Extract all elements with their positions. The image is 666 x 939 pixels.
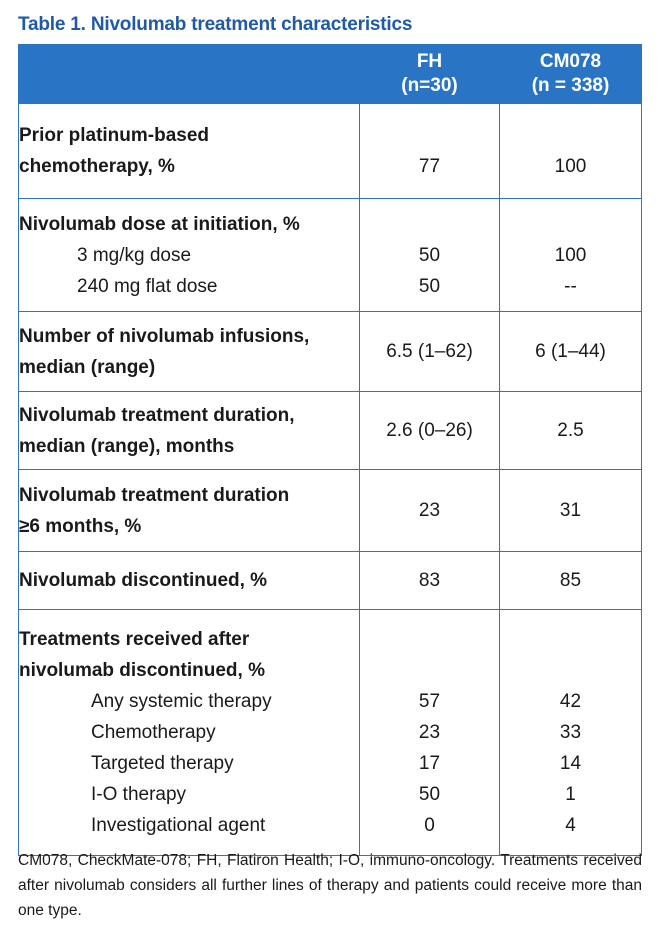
row-label: Nivolumab dose at initiation, % 3 mg/kg … — [18, 198, 360, 312]
row-label: Nivolumab discontinued, % — [18, 551, 360, 610]
table-row: Nivolumab treatment duration ≥6 months, … — [18, 469, 642, 552]
header-blank-cell — [18, 44, 360, 104]
row-value-fh: 57 23 17 50 0 — [359, 609, 500, 856]
row-label: Nivolumab treatment duration ≥6 months, … — [18, 469, 360, 552]
header-cm078: CM078 (n = 338) — [499, 44, 642, 104]
header-fh-name: FH — [416, 51, 443, 72]
header-cm-n: (n = 338) — [531, 75, 610, 96]
header-fh: FH (n=30) — [359, 44, 500, 104]
header-fh-n: (n=30) — [401, 75, 458, 96]
row-label: Treatments received after nivolumab disc… — [18, 609, 360, 856]
table-row: Number of nivolumab infusions, median (r… — [18, 311, 642, 392]
sub-label: Investigational agent — [91, 815, 266, 836]
row-value-cm: 85 — [499, 551, 642, 610]
table-title: Table 1. Nivolumab treatment characteris… — [18, 14, 412, 36]
table-row: Prior platinum-based chemotherapy, % 77 … — [18, 103, 642, 199]
row-label: Number of nivolumab infusions, median (r… — [18, 311, 360, 392]
table-row: Treatments received after nivolumab disc… — [18, 609, 642, 856]
row-value-fh: 77 — [359, 103, 500, 199]
row-value-fh: 2.6 (0–26) — [359, 391, 500, 470]
row-value-fh: 23 — [359, 469, 500, 552]
sub-label: 3 mg/kg dose — [77, 244, 192, 266]
sub-label: I-O therapy — [91, 784, 187, 805]
sub-label: Chemotherapy — [91, 722, 216, 743]
table-footnote: CM078, CheckMate-078; FH, Flatiron Healt… — [18, 852, 642, 919]
row-value-fh: 50 50 — [359, 198, 500, 312]
row-value-cm: 31 — [499, 469, 642, 552]
row-value-cm: 42 33 14 1 4 — [499, 609, 642, 856]
table-row: Nivolumab treatment duration, median (ra… — [18, 391, 642, 470]
table-row: Nivolumab dose at initiation, % 3 mg/kg … — [18, 198, 642, 312]
table-caption: Nivolumab treatment characteristics — [90, 14, 413, 35]
sub-label: Targeted therapy — [91, 753, 234, 774]
row-value-fh: 83 — [359, 551, 500, 610]
header-row: FH (n=30) CM078 (n = 338) — [18, 44, 642, 104]
row-label: Nivolumab treatment duration, median (ra… — [18, 391, 360, 470]
header-cm-name: CM078 — [539, 51, 602, 72]
characteristics-table: FH (n=30) CM078 (n = 338) Prior platinum… — [18, 44, 642, 856]
sub-label: Any systemic therapy — [91, 691, 272, 712]
row-value-cm: 6 (1–44) — [499, 311, 642, 392]
table-number: Table 1. — [18, 14, 86, 35]
row-value-fh: 6.5 (1–62) — [359, 311, 500, 392]
row-label: Prior platinum-based chemotherapy, % — [18, 103, 360, 199]
row-value-cm: 100 -- — [499, 198, 642, 312]
table-row: Nivolumab discontinued, % 83 85 — [18, 551, 642, 610]
row-value-cm: 100 — [499, 103, 642, 199]
sub-label: 240 mg flat dose — [77, 275, 218, 297]
row-value-cm: 2.5 — [499, 391, 642, 470]
